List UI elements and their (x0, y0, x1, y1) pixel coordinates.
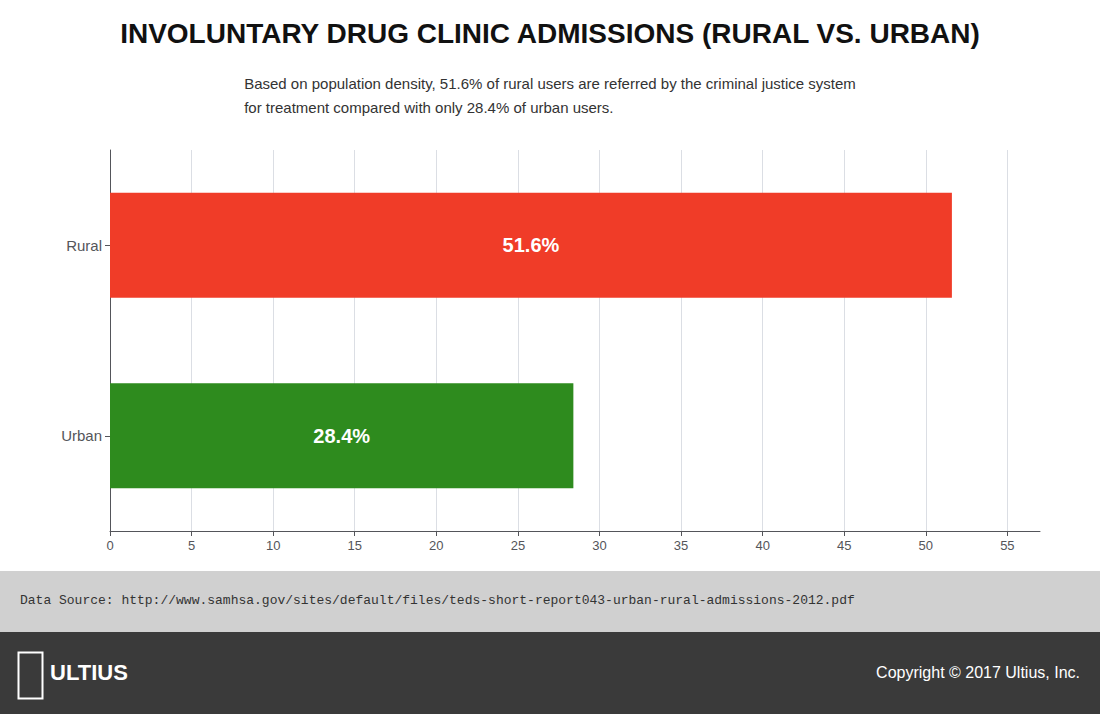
svg-text:Copyright © 2017 Ultius, Inc.: Copyright © 2017 Ultius, Inc. (876, 664, 1080, 681)
svg-text:30: 30 (592, 538, 606, 553)
svg-text:0: 0 (106, 538, 113, 553)
svg-text:28.4%: 28.4% (313, 425, 370, 447)
svg-text:5: 5 (188, 538, 195, 553)
svg-text:35: 35 (674, 538, 688, 553)
svg-text:50: 50 (919, 538, 933, 553)
svg-text:25: 25 (511, 538, 525, 553)
svg-text:Urban: Urban (61, 427, 102, 444)
svg-text:40: 40 (755, 538, 769, 553)
svg-text:ULTIUS: ULTIUS (50, 660, 128, 685)
svg-text:INVOLUNTARY DRUG CLINIC ADMISS: INVOLUNTARY DRUG CLINIC ADMISSIONS (RURA… (120, 18, 980, 49)
svg-text:Based on population density, 5: Based on population density, 51.6% of ru… (244, 75, 856, 92)
svg-text:20: 20 (429, 538, 443, 553)
svg-text:55: 55 (1000, 538, 1014, 553)
svg-text:Data Source: http://www.samhsa: Data Source: http://www.samhsa.gov/sites… (20, 593, 855, 608)
svg-text:for treatment compared with on: for treatment compared with only 28.4% o… (244, 99, 613, 116)
svg-text:45: 45 (837, 538, 851, 553)
svg-text:15: 15 (348, 538, 362, 553)
svg-text:51.6%: 51.6% (503, 234, 560, 256)
svg-text:10: 10 (266, 538, 280, 553)
svg-text:Rural: Rural (66, 237, 102, 254)
